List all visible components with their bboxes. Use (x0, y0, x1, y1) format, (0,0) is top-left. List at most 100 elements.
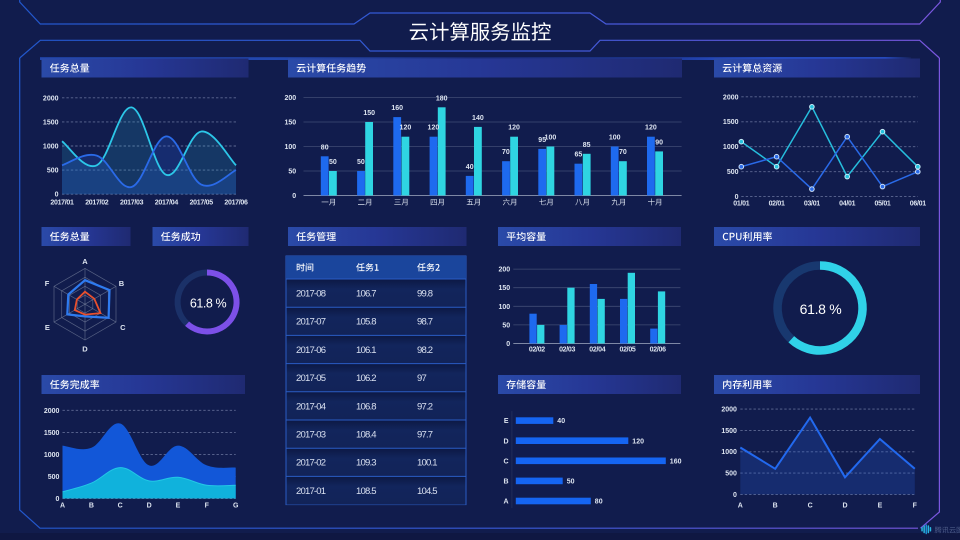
svg-text:2000: 2000 (43, 95, 59, 102)
svg-text:120: 120 (508, 125, 520, 132)
svg-text:120: 120 (632, 438, 644, 445)
svg-text:120: 120 (428, 125, 440, 132)
svg-text:99.8: 99.8 (417, 289, 433, 300)
svg-text:F: F (205, 502, 210, 509)
svg-text:1000: 1000 (723, 144, 739, 151)
svg-text:B: B (503, 479, 508, 486)
svg-text:500: 500 (48, 474, 60, 481)
svg-text:80: 80 (595, 499, 603, 506)
svg-text:100: 100 (545, 135, 557, 142)
svg-text:90: 90 (655, 139, 663, 146)
svg-text:2017-03: 2017-03 (296, 430, 326, 441)
svg-text:2017-08: 2017-08 (296, 289, 326, 300)
svg-text:61.8 %: 61.8 % (190, 296, 227, 310)
svg-text:1000: 1000 (43, 144, 59, 151)
svg-text:70: 70 (619, 149, 627, 156)
svg-text:100: 100 (609, 135, 621, 142)
svg-text:02/02: 02/02 (529, 346, 545, 353)
svg-text:50: 50 (357, 159, 365, 166)
svg-text:61.8 %: 61.8 % (800, 301, 842, 317)
svg-text:105.8: 105.8 (356, 317, 376, 328)
svg-text:E: E (878, 502, 883, 509)
svg-text:B: B (119, 279, 125, 288)
svg-text:140: 140 (472, 115, 484, 122)
svg-text:0: 0 (735, 194, 739, 201)
svg-text:0: 0 (55, 192, 59, 199)
svg-text:100: 100 (285, 144, 297, 151)
svg-text:D: D (842, 502, 847, 509)
svg-text:D: D (147, 502, 152, 509)
svg-text:97.2: 97.2 (417, 401, 433, 412)
svg-text:200: 200 (499, 267, 511, 274)
svg-text:95: 95 (538, 137, 546, 144)
svg-text:50: 50 (502, 322, 510, 329)
svg-text:1000: 1000 (721, 449, 737, 456)
svg-text:0: 0 (292, 193, 296, 200)
svg-text:500: 500 (725, 471, 737, 478)
svg-text:108.5: 108.5 (356, 486, 376, 497)
svg-text:104.5: 104.5 (417, 486, 437, 497)
svg-text:D: D (82, 344, 88, 353)
svg-text:150: 150 (285, 120, 297, 127)
svg-text:C: C (118, 502, 123, 509)
svg-text:B: B (773, 502, 778, 509)
svg-text:98.2: 98.2 (417, 345, 433, 356)
svg-text:97.7: 97.7 (417, 430, 433, 441)
svg-text:03/01: 03/01 (804, 201, 820, 208)
svg-text:70: 70 (502, 149, 510, 156)
svg-text:2000: 2000 (723, 94, 739, 101)
svg-text:2017/06: 2017/06 (224, 200, 248, 207)
svg-text:80: 80 (321, 144, 329, 151)
svg-text:150: 150 (499, 285, 511, 292)
svg-text:02/01: 02/01 (769, 201, 785, 208)
svg-text:120: 120 (400, 125, 412, 132)
svg-text:2017/03: 2017/03 (120, 200, 144, 207)
svg-text:98.7: 98.7 (417, 317, 433, 328)
svg-text:2017-07: 2017-07 (296, 317, 326, 328)
svg-text:E: E (45, 323, 50, 332)
svg-text:50: 50 (288, 169, 296, 176)
svg-text:D: D (503, 438, 508, 445)
svg-text:50: 50 (329, 159, 337, 166)
svg-text:97: 97 (417, 373, 426, 384)
svg-text:05/01: 05/01 (874, 201, 890, 208)
svg-text:40: 40 (466, 164, 474, 171)
svg-text:02/03: 02/03 (559, 346, 575, 353)
svg-text:2017/02: 2017/02 (85, 200, 109, 207)
svg-text:500: 500 (727, 169, 739, 176)
svg-text:1500: 1500 (721, 428, 737, 435)
svg-text:1500: 1500 (44, 430, 60, 437)
svg-text:02/06: 02/06 (650, 346, 666, 353)
svg-text:A: A (82, 257, 88, 266)
svg-text:E: E (504, 418, 509, 425)
svg-text:A: A (60, 502, 65, 509)
svg-text:1000: 1000 (44, 452, 60, 459)
svg-text:100: 100 (499, 304, 511, 311)
svg-text:2017/05: 2017/05 (190, 200, 214, 207)
svg-text:160: 160 (391, 105, 403, 112)
svg-text:C: C (808, 502, 813, 509)
svg-text:2017/01: 2017/01 (50, 200, 74, 207)
svg-text:2017/04: 2017/04 (155, 200, 179, 207)
svg-text:A: A (503, 499, 508, 506)
svg-text:100.1: 100.1 (417, 458, 437, 469)
svg-text:F: F (45, 279, 50, 288)
svg-text:85: 85 (583, 142, 591, 149)
svg-text:G: G (233, 502, 239, 509)
svg-text:160: 160 (670, 458, 682, 465)
svg-text:2017-05: 2017-05 (296, 373, 326, 384)
svg-text:E: E (176, 502, 181, 509)
svg-text:2000: 2000 (721, 407, 737, 414)
svg-text:109.3: 109.3 (356, 458, 376, 469)
svg-text:2017-06: 2017-06 (296, 345, 326, 356)
svg-text:200: 200 (285, 95, 297, 102)
svg-text:06/01: 06/01 (910, 201, 926, 208)
svg-text:C: C (120, 323, 126, 332)
svg-text:106.8: 106.8 (356, 401, 376, 412)
svg-text:108.4: 108.4 (356, 430, 376, 441)
svg-text:0: 0 (506, 341, 510, 348)
svg-text:0: 0 (733, 492, 737, 499)
svg-text:106.2: 106.2 (356, 373, 376, 384)
svg-text:106.1: 106.1 (356, 345, 376, 356)
svg-text:C: C (503, 458, 508, 465)
